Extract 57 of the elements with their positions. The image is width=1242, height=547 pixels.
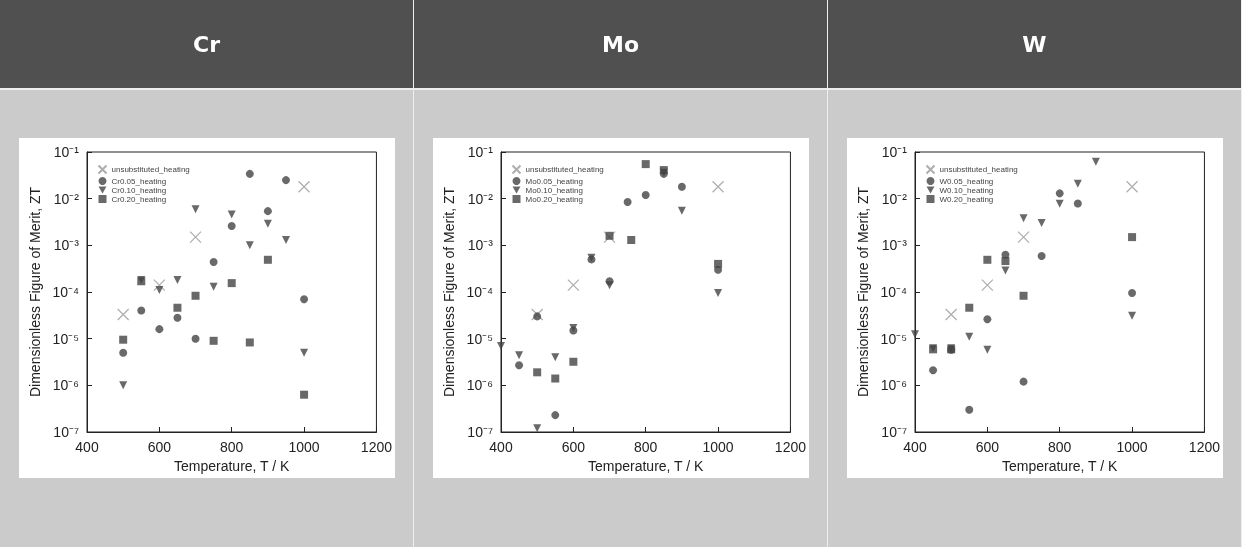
y-tick-label: 10⁻⁴ (51, 284, 79, 300)
y-tick-label: 10⁻⁶ (466, 377, 493, 394)
legend-label: W0.05_heating (939, 176, 993, 186)
legend-label: W0.20_heating (939, 194, 993, 204)
y-axis-title: Dimensionless Figure of Merit, ZT (26, 186, 43, 398)
x-tick-label: 1200 (774, 439, 806, 455)
x-tick-label: 1000 (1115, 439, 1148, 455)
chart-title: W (828, 0, 1241, 90)
x-tick-label: 800 (633, 439, 658, 455)
x-tick-label: 1000 (287, 439, 320, 455)
x-tick-label: 1200 (1188, 439, 1220, 455)
y-tick-label: 10⁻¹ (881, 144, 907, 160)
x-tick-label: 1200 (360, 439, 392, 455)
y-tick-label: 10⁻³ (53, 237, 79, 254)
x-axis-title: Temperature, T / K (173, 457, 290, 474)
y-tick-label: 10⁻⁷ (880, 424, 907, 440)
x-tick-label: 800 (1047, 439, 1072, 455)
legend-label: W0.10_heating (939, 185, 993, 195)
legend-label: Cr0.20_heating (111, 194, 166, 204)
x-tick-label: 400 (74, 439, 99, 455)
x-tick-label: 600 (147, 439, 171, 455)
y-tick-label: 10⁻¹ (467, 144, 493, 160)
y-axis-title: Dimensionless Figure of Merit, ZT (440, 186, 457, 398)
y-tick-label: 10⁻⁶ (52, 377, 79, 394)
x-axis-title: Temperature, T / K (587, 457, 704, 474)
y-tick-label: 10⁻³ (467, 237, 493, 254)
legend-label: unsubstituted_heating (939, 165, 1018, 174)
y-tick-label: 10⁻⁴ (879, 284, 907, 300)
legend-label: Mo0.10_heating (525, 185, 583, 195)
x-tick-label: 400 (902, 439, 927, 455)
x-axis-title: Temperature, T / K (1001, 457, 1118, 474)
legend-label: Cr0.05_heating (111, 176, 166, 186)
x-tick-label: 1000 (701, 439, 734, 455)
y-tick-label: 10⁻⁷ (52, 424, 79, 440)
x-tick-label: 600 (975, 439, 999, 455)
y-tick-label: 10⁻⁶ (880, 377, 907, 394)
y-tick-label: 10⁻⁵ (52, 330, 79, 347)
y-tick-label: 10⁻² (53, 190, 79, 207)
y-tick-label: 10⁻⁵ (880, 330, 907, 347)
legend-label: Mo0.20_heating (525, 194, 583, 204)
y-tick-label: 10⁻⁵ (466, 330, 493, 347)
y-tick-label: 10⁻¹ (53, 144, 79, 160)
chart-title: Cr (0, 0, 413, 90)
y-axis-title: Dimensionless Figure of Merit, ZT (854, 186, 871, 398)
x-tick-label: 600 (561, 439, 585, 455)
legend-label: Cr0.10_heating (111, 185, 166, 195)
chart-title: Mo (414, 0, 827, 90)
y-tick-label: 10⁻⁴ (465, 284, 493, 300)
x-tick-label: 800 (219, 439, 244, 455)
y-tick-label: 10⁻³ (881, 237, 907, 254)
y-tick-label: 10⁻² (467, 190, 493, 207)
legend-label: Mo0.05_heating (525, 176, 583, 186)
legend-label: unsubstituted_heating (111, 165, 190, 174)
y-tick-label: 10⁻² (881, 190, 907, 207)
y-tick-label: 10⁻⁷ (466, 424, 493, 440)
legend-label: unsubstituted_heating (525, 165, 604, 174)
x-tick-label: 400 (488, 439, 513, 455)
